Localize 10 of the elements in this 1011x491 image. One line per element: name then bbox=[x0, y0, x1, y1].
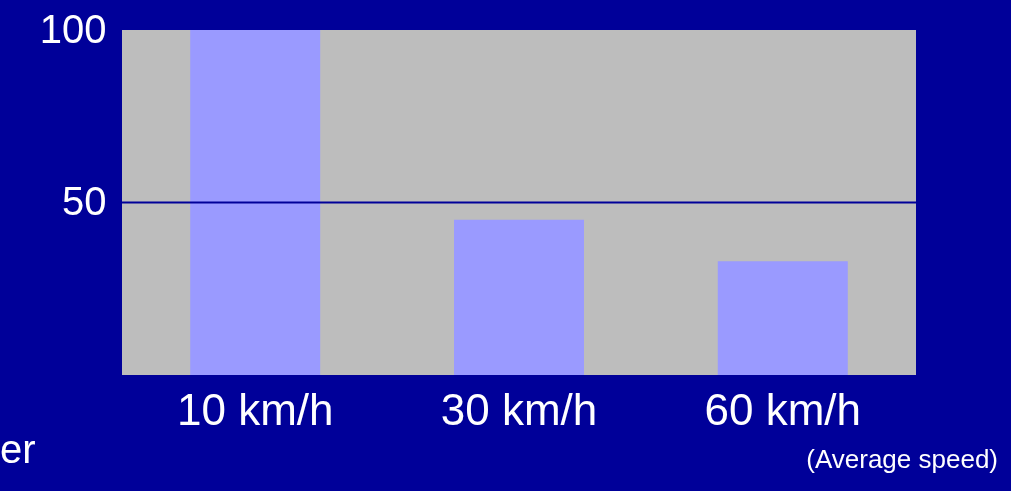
bar bbox=[454, 219, 584, 375]
bar bbox=[190, 30, 321, 375]
y-tick-label: 50 bbox=[62, 179, 107, 223]
text: er bbox=[0, 427, 36, 471]
x-tick-label: 60 km/h bbox=[704, 384, 862, 434]
x-tick-label: 30 km/h bbox=[440, 384, 598, 434]
y-tick-label: 100 bbox=[39, 6, 107, 51]
text: (Average speed) bbox=[806, 444, 998, 474]
x-tick-label: 10 km/h bbox=[176, 384, 334, 434]
bar bbox=[717, 261, 848, 375]
